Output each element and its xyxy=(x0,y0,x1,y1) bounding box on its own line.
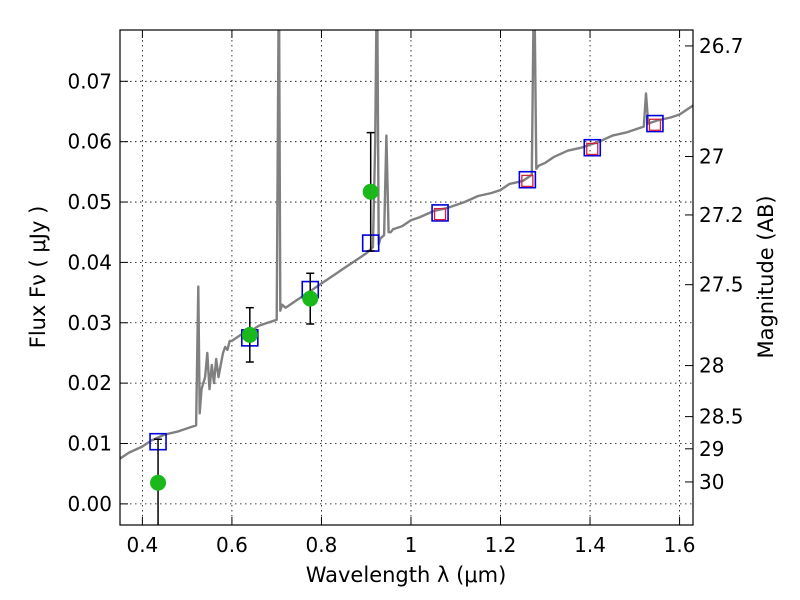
model-photometry-square xyxy=(431,204,449,222)
y-right-tick-label: 29 xyxy=(699,437,724,461)
y-right-tick-label: 27.2 xyxy=(699,203,744,227)
axes: 0.4 0.6 0.8 1 1.2 1.4 1.6 0.00 0.01 0.02 0.03 0.04 0… xyxy=(67,30,744,557)
model-spectrum-line xyxy=(120,30,693,460)
plot-frame xyxy=(119,29,694,526)
y-right-tick-label: 28.5 xyxy=(699,405,744,429)
x-tick-label: 1 xyxy=(405,533,418,557)
observed-point xyxy=(302,290,319,307)
model-photometry-inner-square xyxy=(648,118,662,131)
plot-area xyxy=(120,30,693,525)
y-right-tick-label: 26.7 xyxy=(699,34,744,58)
model-photometry-square xyxy=(583,138,602,157)
y-tick-label: 0.05 xyxy=(67,190,112,214)
y-tick-label: 0.06 xyxy=(67,130,112,154)
model-photometry-square xyxy=(646,114,664,133)
x-tick-label: 0.8 xyxy=(306,533,338,557)
y-tick-label: 0.02 xyxy=(67,371,112,395)
grid xyxy=(120,30,693,525)
observed-point xyxy=(150,474,167,491)
y-right-tick-label: 27 xyxy=(699,145,724,169)
x-tick-label: 1.4 xyxy=(574,533,606,557)
model-photometry-inner-square xyxy=(433,207,447,221)
y-right-tick-label: 27.5 xyxy=(699,273,744,297)
model-photometry-inner-square xyxy=(521,174,534,188)
y-right-tick-label: 30 xyxy=(699,470,724,494)
y-tick-label: 0.07 xyxy=(67,69,112,93)
observed-point xyxy=(362,183,379,200)
y-tick-label: 0.03 xyxy=(67,311,112,335)
x-tick-label: 1.6 xyxy=(664,533,696,557)
y-right-tick-label: 28 xyxy=(699,354,724,378)
model-photometry-inner-square xyxy=(586,142,599,156)
y-tick-label: 0.00 xyxy=(67,492,112,516)
x-tick-label: 0.6 xyxy=(216,533,248,557)
x-axis-title: Wavelength λ (μm) xyxy=(306,563,507,587)
model-photometry-square xyxy=(518,170,537,189)
y-tick-label: 0.01 xyxy=(67,432,112,456)
y-axis-right-title: Magnitude (AB) xyxy=(754,195,778,358)
y-axis-title: Flux Fν ( μJy ) xyxy=(26,206,50,349)
observed-point xyxy=(241,326,258,343)
y-tick-label: 0.04 xyxy=(67,250,112,274)
x-tick-label: 0.4 xyxy=(126,533,158,557)
data-layer xyxy=(120,30,693,525)
x-tick-label: 1.2 xyxy=(485,533,517,557)
